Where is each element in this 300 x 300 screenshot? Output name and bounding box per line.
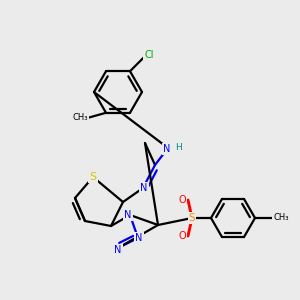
- Text: S: S: [189, 213, 195, 223]
- Text: N: N: [140, 183, 148, 193]
- Text: N: N: [114, 245, 122, 255]
- Text: CH₃: CH₃: [273, 214, 289, 223]
- Text: O: O: [178, 195, 186, 205]
- Text: H: H: [175, 143, 182, 152]
- Text: Cl: Cl: [144, 50, 154, 60]
- Text: N: N: [135, 233, 143, 243]
- Text: CH₃: CH₃: [72, 113, 88, 122]
- Text: S: S: [89, 172, 97, 182]
- Text: N: N: [124, 210, 132, 220]
- Text: O: O: [178, 231, 186, 241]
- Text: N: N: [163, 144, 171, 154]
